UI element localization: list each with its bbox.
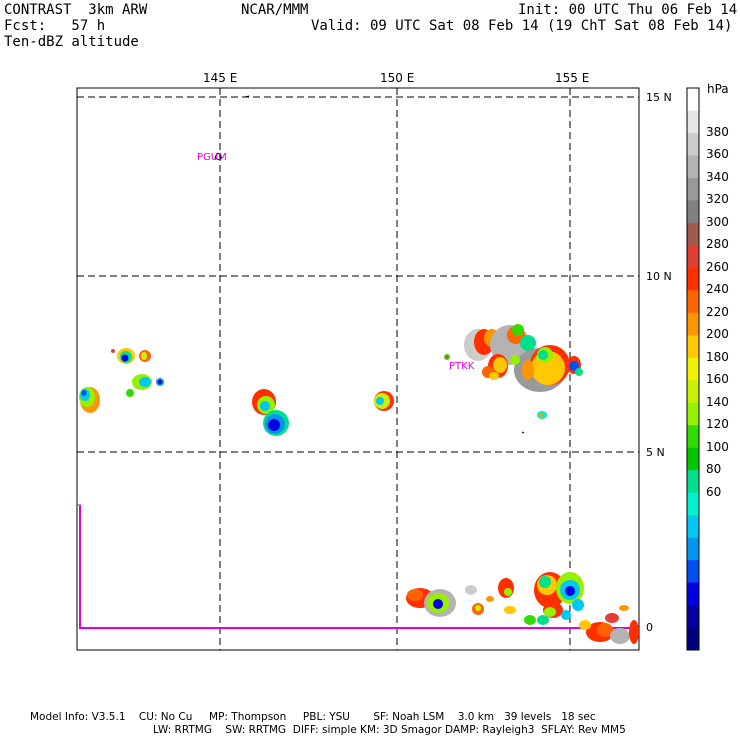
model-info-line2: LW: RRTMG SW: RRTMG DIFF: simple KM: 3D … bbox=[153, 724, 626, 736]
colorbar-swatch bbox=[687, 627, 699, 651]
colorbar bbox=[686, 87, 700, 651]
colorbar-label: 340 bbox=[706, 169, 729, 184]
lon-label-150e: 150 E bbox=[380, 71, 415, 85]
colorbar-swatch bbox=[687, 605, 699, 628]
colorbar-swatch bbox=[687, 582, 699, 606]
colorbar-label: 320 bbox=[706, 192, 729, 207]
organization: NCAR/MMM bbox=[241, 2, 309, 18]
lon-label-145e: 145 E bbox=[203, 71, 238, 85]
colorbar-swatch bbox=[687, 110, 699, 134]
colorbar-swatch bbox=[687, 200, 699, 224]
colorbar-swatch bbox=[687, 470, 699, 493]
init-time: Init: 00 UTC Thu 06 Feb 14 bbox=[518, 2, 738, 18]
colorbar-label: 380 bbox=[706, 124, 729, 139]
colorbar-swatch bbox=[687, 222, 699, 246]
field-name: Ten-dBZ altitude bbox=[4, 34, 139, 50]
colorbar-label: 180 bbox=[706, 349, 729, 364]
colorbar-label: 200 bbox=[706, 327, 729, 342]
colorbar-label: 300 bbox=[706, 214, 729, 229]
colorbar-label: 240 bbox=[706, 282, 729, 297]
colorbar-swatch bbox=[687, 312, 699, 336]
colorbar-swatch bbox=[687, 492, 699, 516]
colorbar-swatch bbox=[687, 402, 699, 426]
colorbar-label: 140 bbox=[706, 394, 729, 409]
colorbar-swatch bbox=[687, 357, 699, 381]
valid-time: Valid: 09 UTC Sat 08 Feb 14 (19 ChT Sat … bbox=[311, 18, 733, 34]
colorbar-swatch bbox=[687, 380, 699, 404]
lat-label-5n: 5 N bbox=[646, 446, 665, 459]
station-label-ptkk: PTKK bbox=[449, 361, 475, 372]
colorbar-swatch bbox=[687, 335, 699, 359]
colorbar-label: 80 bbox=[706, 462, 722, 477]
colorbar-label: 280 bbox=[706, 237, 729, 252]
station-label-pgum: PGUM bbox=[197, 152, 227, 163]
colorbar-swatch bbox=[687, 560, 699, 583]
lat-label-0: 0 bbox=[646, 621, 653, 634]
colorbar-swatch bbox=[687, 245, 699, 269]
colorbar-swatch bbox=[687, 155, 699, 179]
colorbar-unit: hPa bbox=[707, 82, 729, 96]
colorbar-swatch bbox=[687, 537, 699, 561]
colorbar-swatch bbox=[687, 447, 699, 471]
domain-boundary bbox=[79, 505, 639, 629]
colorbar-label: 120 bbox=[706, 417, 729, 432]
colorbar-swatch bbox=[687, 177, 699, 201]
colorbar-label: 360 bbox=[706, 147, 729, 162]
colorbar-label: 60 bbox=[706, 484, 722, 499]
colorbar-swatch bbox=[687, 88, 699, 111]
colorbar-swatch bbox=[687, 290, 699, 314]
colorbar-label: 100 bbox=[706, 439, 729, 454]
colorbar-swatch bbox=[687, 425, 699, 448]
coastlines bbox=[214, 95, 525, 434]
echo-cells bbox=[79, 324, 639, 644]
colorbar-label: 220 bbox=[706, 304, 729, 319]
forecast-hour: Fcst: 57 h bbox=[4, 18, 106, 34]
colorbar-label: 260 bbox=[706, 259, 729, 274]
colorbar-swatch bbox=[687, 132, 699, 156]
colorbar-label: 160 bbox=[706, 372, 729, 387]
colorbar-swatch bbox=[687, 267, 699, 291]
lat-label-15n: 15 N bbox=[646, 91, 672, 104]
model-info-line1: Model Info: V3.5.1 CU: No Cu MP: Thompso… bbox=[30, 711, 596, 723]
model-title: CONTRAST 3km ARW bbox=[4, 2, 148, 18]
colorbar-swatch bbox=[687, 515, 699, 538]
lat-label-10n: 10 N bbox=[646, 270, 672, 283]
lon-label-155e: 155 E bbox=[555, 71, 590, 85]
